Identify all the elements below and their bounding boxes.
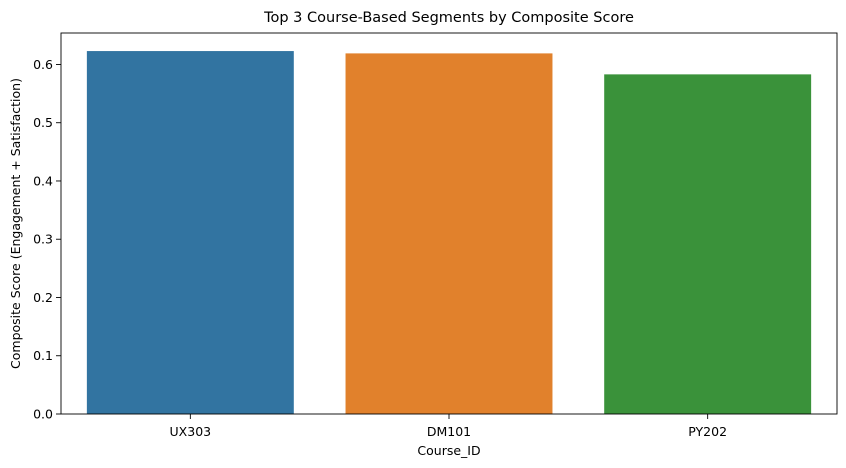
bar-py202: [604, 74, 812, 414]
y-tick-label: 0.0: [33, 407, 53, 422]
x-tick-label: UX303: [170, 424, 212, 439]
x-tick-label: DM101: [427, 424, 471, 439]
y-tick-label: 0.1: [33, 348, 53, 363]
bars-group: [86, 51, 812, 415]
y-tick-label: 0.6: [33, 57, 53, 72]
bar-ux303: [86, 51, 294, 414]
y-axis: 0.0 0.1 0.2 0.3 0.4 0.5 0.6: [33, 57, 61, 422]
y-tick-label: 0.3: [33, 232, 53, 247]
y-tick-label: 0.5: [33, 115, 53, 130]
bar-dm101: [345, 53, 553, 415]
x-axis-label: Course_ID: [417, 443, 480, 458]
y-axis-label: Composite Score (Engagement + Satisfacti…: [8, 78, 23, 369]
chart-title: Top 3 Course-Based Segments by Composite…: [263, 10, 634, 26]
x-tick-label: PY202: [688, 424, 727, 439]
x-axis: UX303 DM101 PY202: [170, 414, 727, 439]
plot-frame: [60, 32, 838, 415]
y-tick-label: 0.2: [33, 290, 53, 305]
y-tick-label: 0.4: [33, 173, 53, 188]
